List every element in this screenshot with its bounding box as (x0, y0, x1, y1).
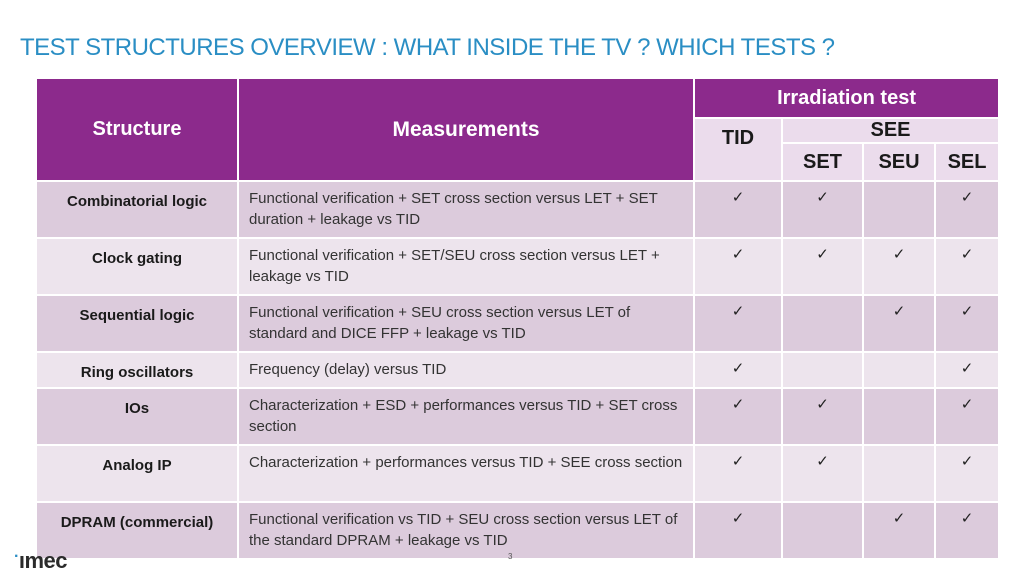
sel-check: ✓ (933, 501, 1001, 560)
table-row: Sequential logic Functional verification… (35, 294, 1001, 353)
header-measurements: Measurements (237, 77, 695, 182)
sel-check: ✓ (933, 180, 1001, 239)
structure-name: Sequential logic (35, 294, 239, 353)
header-set: SET (781, 142, 864, 182)
table-row: Ring oscillators Frequency (delay) versu… (35, 351, 1001, 389)
sel-check: ✓ (933, 294, 1001, 353)
page-number: 3 (508, 552, 513, 561)
tid-check: ✓ (693, 351, 783, 389)
seu-check (862, 180, 936, 239)
set-check (781, 294, 864, 353)
measurement-text: Functional verification + SET cross sect… (237, 180, 695, 239)
tid-check: ✓ (693, 294, 783, 353)
sel-check: ✓ (933, 237, 1001, 296)
set-check: ✓ (781, 444, 864, 503)
seu-check: ✓ (862, 294, 936, 353)
structure-name: Analog IP (35, 444, 239, 503)
sel-check: ✓ (933, 444, 1001, 503)
table-row: IOs Characterization + ESD + performance… (35, 387, 1001, 446)
measurement-text: Functional verification vs TID + SEU cro… (237, 501, 695, 560)
measurement-text: Functional verification + SEU cross sect… (237, 294, 695, 353)
imec-logo: ·ımec (14, 548, 67, 574)
table-row: Combinatorial logic Functional verificat… (35, 180, 1001, 239)
header-irradiation-test: Irradiation test (692, 77, 1001, 119)
tid-check: ✓ (693, 237, 783, 296)
measurement-text: Characterization + ESD + performances ve… (237, 387, 695, 446)
structure-name: IOs (35, 387, 239, 446)
logo-dot-icon: · (14, 548, 19, 565)
tid-check: ✓ (693, 387, 783, 446)
sel-check: ✓ (933, 387, 1001, 446)
logo-text: ımec (18, 548, 68, 573)
structure-name: Ring oscillators (35, 351, 239, 389)
seu-check (862, 387, 936, 446)
table-row: Clock gating Functional verification + S… (35, 237, 1001, 296)
tid-check: ✓ (693, 444, 783, 503)
seu-check: ✓ (862, 501, 936, 560)
test-structures-table: Structure Measurements Irradiation test … (35, 77, 1001, 560)
header-structure: Structure (35, 77, 239, 182)
header-sel: SEL (933, 142, 1001, 182)
table-row: Analog IP Characterization + performance… (35, 444, 1001, 503)
header-seu: SEU (862, 142, 936, 182)
structure-name: DPRAM (commercial) (35, 501, 239, 560)
seu-check (862, 351, 936, 389)
header-see: SEE (780, 117, 1001, 144)
structure-name: Combinatorial logic (35, 180, 239, 239)
tid-check: ✓ (693, 501, 783, 560)
header-tid: TID (693, 117, 783, 182)
set-check (781, 501, 864, 560)
set-check (781, 351, 864, 389)
sel-check: ✓ (933, 351, 1001, 389)
slide-title: TEST STRUCTURES OVERVIEW : WHAT INSIDE T… (20, 34, 835, 61)
set-check: ✓ (781, 387, 864, 446)
measurement-text: Frequency (delay) versus TID (237, 351, 695, 389)
measurement-text: Functional verification + SET/SEU cross … (237, 237, 695, 296)
set-check: ✓ (781, 180, 864, 239)
structure-name: Clock gating (35, 237, 239, 296)
seu-check (862, 444, 936, 503)
table-row: DPRAM (commercial) Functional verificati… (35, 501, 1001, 560)
measurement-text: Characterization + performances versus T… (237, 444, 695, 503)
tid-check: ✓ (693, 180, 783, 239)
seu-check: ✓ (862, 237, 936, 296)
set-check: ✓ (781, 237, 864, 296)
